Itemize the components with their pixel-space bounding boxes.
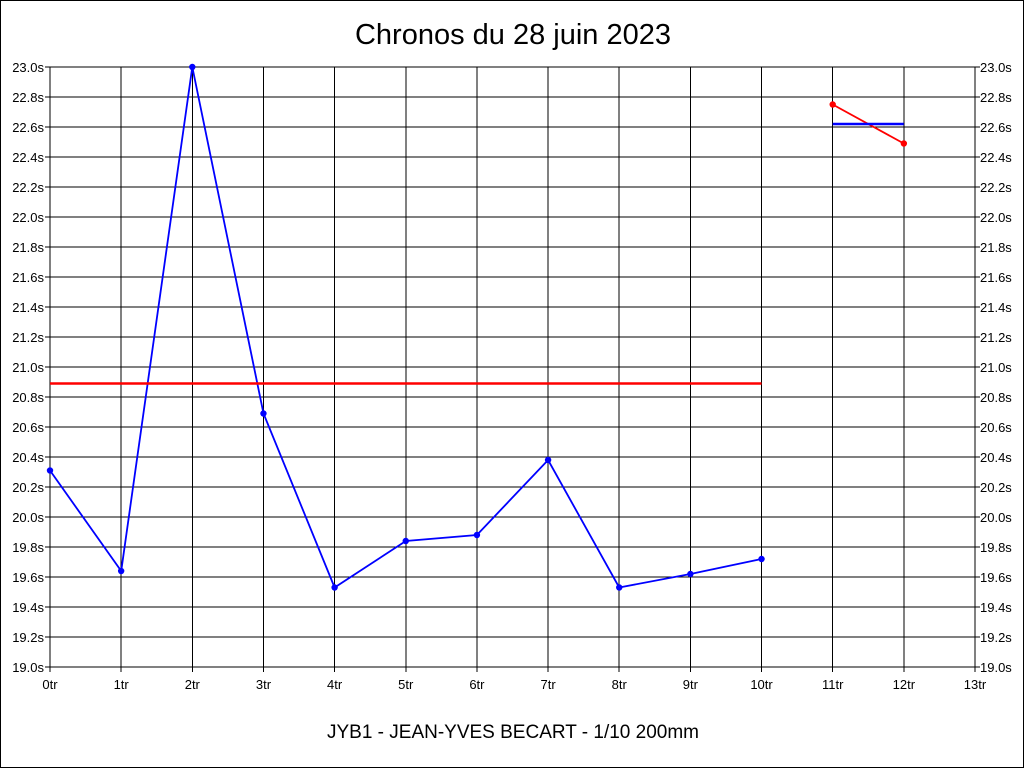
y-tick-label-left: 19.4s <box>12 600 44 615</box>
y-tick-label-left: 20.8s <box>12 390 44 405</box>
data-point <box>544 456 552 464</box>
x-tick-label: 0tr <box>42 677 58 692</box>
x-tick-label: 9tr <box>683 677 699 692</box>
y-tick-label-right: 20.0s <box>980 510 1012 525</box>
data-point <box>46 467 54 474</box>
y-tick-label-left: 23.0s <box>12 60 44 75</box>
data-point <box>117 567 125 575</box>
y-tick-label-right: 19.8s <box>980 540 1012 555</box>
y-tick-label-left: 22.0s <box>12 210 44 225</box>
data-point <box>473 531 481 539</box>
x-tick-label: 6tr <box>469 677 485 692</box>
y-tick-label-right: 21.0s <box>980 360 1012 375</box>
y-tick-label-left: 21.8s <box>12 240 44 255</box>
y-tick-label-left: 20.4s <box>12 450 44 465</box>
y-tick-label-right: 20.2s <box>980 480 1012 495</box>
x-tick-label: 3tr <box>256 677 272 692</box>
y-tick-label-right: 20.4s <box>980 450 1012 465</box>
y-tick-label-right: 19.4s <box>980 600 1012 615</box>
chart-footer: JYB1 - JEAN-YVES BECART - 1/10 200mm <box>326 722 700 743</box>
data-point <box>616 584 623 591</box>
y-tick-label-right: 21.6s <box>980 270 1012 285</box>
series-group <box>46 63 908 591</box>
y-tick-label-left: 21.4s <box>12 300 44 315</box>
y-tick-label-left: 22.6s <box>12 120 44 135</box>
x-tick-label: 12tr <box>893 677 916 692</box>
y-tick-label-right: 22.4s <box>980 150 1012 165</box>
x-tick-label: 7tr <box>540 677 556 692</box>
y-tick-label-left: 22.2s <box>12 180 44 195</box>
x-tick-label: 10tr <box>750 677 773 692</box>
y-tick-label-right: 21.2s <box>980 330 1012 345</box>
data-point <box>260 410 267 417</box>
x-tick-label: 4tr <box>327 677 343 692</box>
y-axis-left-ticks: 19.0s 19.2s 19.4s 19.6s 19.8s 20.0s 20.2s 20.4s… <box>12 60 44 675</box>
y-tick-label-right: 21.4s <box>980 300 1012 315</box>
y-tick-label-left: 19.8s <box>12 540 44 555</box>
y-tick-label-left: 20.0s <box>12 510 44 525</box>
y-tick-label-right: 23.0s <box>980 60 1012 75</box>
x-tick-label: 1tr <box>114 677 130 692</box>
y-tick-label-left: 21.6s <box>12 270 44 285</box>
data-point <box>402 537 409 545</box>
y-tick-label-right: 22.0s <box>980 210 1012 225</box>
y-tick-label-left: 21.2s <box>12 330 44 345</box>
y-tick-label-left: 19.2s <box>12 630 44 645</box>
data-point <box>189 63 196 71</box>
y-tick-label-right: 21.8s <box>980 240 1012 255</box>
data-point <box>331 584 338 591</box>
y-tick-label-left: 20.2s <box>12 480 44 495</box>
y-tick-label-right: 22.2s <box>980 180 1012 195</box>
x-tick-label: 8tr <box>612 677 628 692</box>
y-tick-label-right: 19.0s <box>980 660 1012 675</box>
y-tick-label-right: 19.6s <box>980 570 1012 585</box>
y-tick-label-left: 21.0s <box>12 360 44 375</box>
y-tick-label-right: 22.6s <box>980 120 1012 135</box>
axes <box>45 66 980 672</box>
y-tick-label-right: 22.8s <box>980 90 1012 105</box>
y-tick-label-left: 19.6s <box>12 570 44 585</box>
y-tick-label-right: 20.6s <box>980 420 1012 435</box>
x-tick-label: 13tr <box>964 677 987 692</box>
data-point <box>900 140 908 147</box>
data-point <box>687 570 694 578</box>
chart-title: Chronos du 28 juin 2023 <box>354 19 671 51</box>
data-point <box>758 555 765 563</box>
y-tick-label-right: 20.8s <box>980 390 1012 405</box>
grid-lines <box>49 66 976 668</box>
x-tick-label: 2tr <box>185 677 201 692</box>
x-tick-label: 5tr <box>398 677 414 692</box>
data-point <box>829 101 836 108</box>
plot-border <box>49 66 976 668</box>
y-tick-label-left: 22.4s <box>12 150 44 165</box>
x-tick-label: 11tr <box>822 677 844 692</box>
y-tick-label-right: 19.2s <box>980 630 1012 645</box>
y-tick-label-left: 19.0s <box>12 660 44 675</box>
y-tick-label-left: 20.6s <box>12 420 44 435</box>
y-tick-label-left: 22.8s <box>12 90 44 105</box>
y-axis-right-ticks: 19.0s 19.2s 19.4s 19.6s 19.8s 20.0s 20.2s 20.4s… <box>980 60 1012 675</box>
x-axis-ticks: 0tr 1tr 2tr 3tr 4tr 5tr 6tr 7tr 8tr 9tr 10tr 11tr 12… <box>42 677 986 692</box>
